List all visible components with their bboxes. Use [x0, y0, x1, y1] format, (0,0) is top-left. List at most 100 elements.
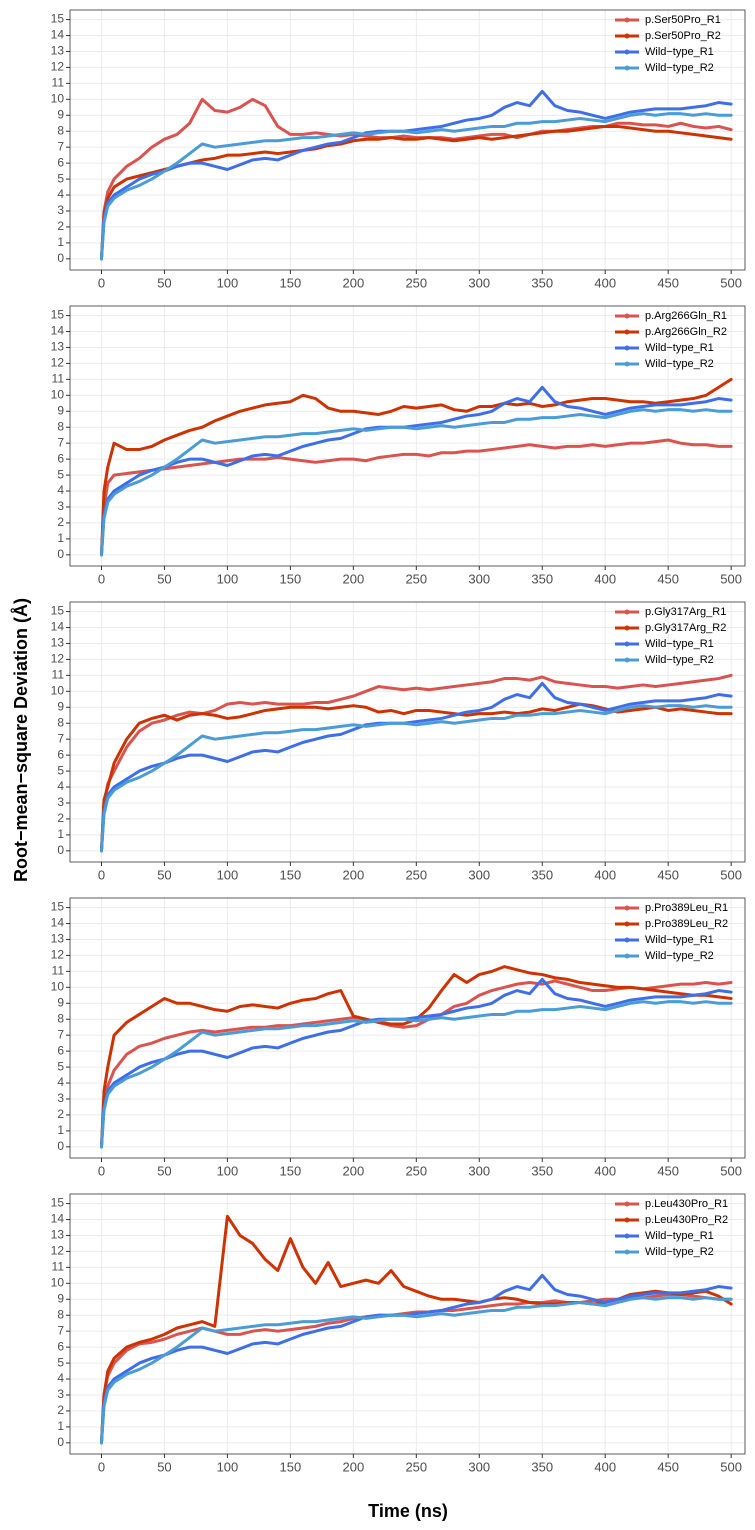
x-tick-label: 0: [98, 1163, 105, 1178]
x-tick-label: 450: [657, 1163, 679, 1178]
x-tick-label: 250: [405, 275, 427, 290]
legend-dot: [624, 953, 630, 959]
x-tick-label: 400: [594, 275, 616, 290]
y-tick-label: 3: [57, 499, 64, 513]
y-tick-label: 8: [57, 419, 64, 433]
y-tick-label: 15: [51, 308, 65, 322]
legend-label: Wild−type_R1: [645, 46, 714, 58]
y-tick-label: 11: [52, 76, 65, 90]
legend-label: p.Ser50Pro_R1: [645, 14, 721, 26]
x-tick-label: 450: [657, 571, 679, 586]
x-tick-label: 50: [157, 1163, 171, 1178]
y-tick-label: 2: [57, 1107, 64, 1121]
x-tick-label: 200: [342, 1163, 364, 1178]
y-tick-label: 7: [57, 1027, 64, 1041]
x-tick-label: 500: [720, 867, 742, 882]
x-tick-label: 200: [342, 571, 364, 586]
x-tick-label: 400: [594, 571, 616, 586]
y-tick-label: 6: [57, 1339, 64, 1353]
y-tick-label: 7: [57, 731, 64, 745]
y-tick-label: 8: [57, 1011, 64, 1025]
y-tick-label: 12: [51, 60, 65, 74]
y-tick-label: 6: [57, 451, 64, 465]
legend-label: Wild−type_R1: [645, 1230, 714, 1242]
x-tick-label: 300: [468, 275, 490, 290]
y-tick-label: 0: [57, 547, 64, 561]
legend-label: Wild−type_R1: [645, 934, 714, 946]
x-tick-label: 400: [594, 867, 616, 882]
y-tick-label: 3: [57, 203, 64, 217]
legend-label: p.Leu430Pro_R1: [645, 1198, 728, 1210]
y-tick-label: 7: [57, 139, 64, 153]
x-tick-label: 200: [342, 275, 364, 290]
series-line: [99, 965, 733, 1149]
legend-label: Wild−type_R2: [645, 358, 714, 370]
x-tick-label: 0: [98, 867, 105, 882]
y-tick-label: 11: [52, 1260, 65, 1274]
legend-label: Wild−type_R2: [645, 950, 714, 962]
y-tick-label: 12: [51, 356, 65, 370]
y-tick-label: 0: [57, 251, 64, 265]
y-tick-label: 5: [57, 1059, 64, 1073]
y-tick-label: 13: [51, 636, 65, 650]
x-tick-label: 350: [531, 571, 553, 586]
x-tick-label: 350: [531, 1459, 553, 1474]
y-tick-label: 10: [51, 683, 65, 697]
x-tick-label: 450: [657, 275, 679, 290]
x-tick-label: 100: [217, 1163, 239, 1178]
x-tick-label: 500: [720, 571, 742, 586]
y-tick-label: 12: [51, 652, 65, 666]
y-tick-label: 5: [57, 171, 64, 185]
series-line: [99, 1000, 733, 1149]
x-axis-title: Time (ns): [368, 1501, 448, 1521]
x-tick-label: 100: [217, 1459, 239, 1474]
x-tick-label: 250: [405, 571, 427, 586]
y-tick-label: 1: [57, 1123, 64, 1137]
x-tick-label: 300: [468, 1459, 490, 1474]
x-tick-label: 400: [594, 1163, 616, 1178]
y-tick-label: 15: [51, 604, 65, 618]
legend-dot: [624, 641, 630, 647]
x-tick-label: 450: [657, 1459, 679, 1474]
y-tick-label: 0: [57, 843, 64, 857]
x-tick-label: 300: [468, 867, 490, 882]
x-tick-label: 450: [657, 867, 679, 882]
y-tick-label: 9: [57, 995, 64, 1009]
x-tick-label: 50: [157, 1459, 171, 1474]
y-tick-label: 4: [57, 187, 64, 201]
y-tick-label: 13: [51, 932, 65, 946]
x-tick-label: 350: [531, 867, 553, 882]
legend-dot: [624, 33, 630, 39]
x-tick-label: 0: [98, 275, 105, 290]
legend-dot: [624, 1217, 630, 1223]
x-tick-label: 200: [342, 867, 364, 882]
y-tick-label: 14: [51, 324, 65, 338]
y-tick-label: 11: [52, 372, 65, 386]
y-tick-label: 8: [57, 1307, 64, 1321]
legend-label: Wild−type_R2: [645, 654, 714, 666]
y-tick-label: 9: [57, 107, 64, 121]
plot-background: [70, 1194, 745, 1454]
x-tick-label: 350: [531, 1163, 553, 1178]
series-line: [99, 112, 733, 261]
y-tick-label: 2: [57, 1403, 64, 1417]
x-tick-label: 150: [280, 867, 302, 882]
y-tick-label: 6: [57, 155, 64, 169]
series-line: [99, 377, 733, 557]
y-tick-label: 4: [57, 779, 64, 793]
legend-label: p.Gly317Arg_R2: [645, 622, 726, 634]
y-tick-label: 0: [57, 1139, 64, 1153]
y-tick-label: 15: [51, 900, 65, 914]
legend-label: Wild−type_R2: [645, 1246, 714, 1258]
y-tick-label: 5: [57, 1355, 64, 1369]
plot-border: [69, 9, 746, 271]
y-tick-label: 3: [57, 1387, 64, 1401]
y-tick-label: 2: [57, 515, 64, 529]
y-tick-label: 3: [57, 1091, 64, 1105]
legend-label: p.Arg266Gln_R1: [645, 310, 727, 322]
y-tick-label: 4: [57, 483, 64, 497]
x-tick-label: 200: [342, 1459, 364, 1474]
legend-dot: [624, 313, 630, 319]
plot-border: [69, 601, 746, 863]
